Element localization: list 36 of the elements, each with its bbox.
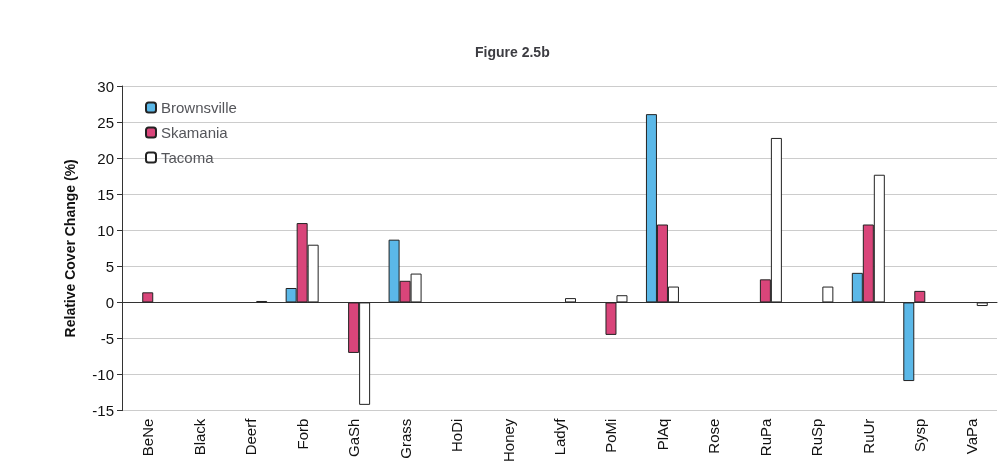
y-tick-label: -15 [92, 402, 114, 420]
x-tick-label: RuSp [808, 418, 826, 457]
bar [976, 302, 988, 307]
x-tick-label: PlAq [653, 418, 671, 451]
bar [142, 292, 154, 303]
y-tick-label: 10 [97, 221, 114, 239]
bar [822, 286, 834, 303]
y-tick-label: 25 [97, 113, 114, 131]
x-tick-label: Rose [705, 418, 723, 454]
y-tick-label: 15 [97, 185, 114, 203]
x-tick-label: Forb [293, 418, 311, 450]
x-tick-label: HoDi [448, 418, 466, 452]
y-tick-label: 20 [97, 149, 114, 167]
x-tick-label: RuPa [756, 417, 774, 457]
x-tick-label: Sysp [911, 418, 929, 452]
y-tick-label: -10 [92, 366, 114, 384]
x-tick-label: RuUr [859, 418, 877, 454]
x-tick-label: BeNe [139, 418, 157, 457]
y-tick-label: 5 [105, 257, 114, 275]
x-tick-label: PoMi [602, 418, 620, 453]
x-tick-label: Grass [396, 418, 414, 459]
y-tick-label: 0 [105, 293, 114, 311]
x-tick-label: VaPa [962, 418, 980, 455]
legend-label: Brownsville [161, 99, 237, 116]
legend-label: Skamania [161, 124, 229, 141]
x-tick-label: Black [190, 418, 208, 456]
chart-title: Figure 2.5b [475, 44, 550, 60]
x-tick-label: Ladyf [551, 417, 568, 456]
y-tick-label: -5 [100, 330, 114, 347]
y-axis-title: Relative Cover Change (%) [62, 159, 78, 338]
x-tick-label: Deerf [242, 417, 260, 456]
x-tick-label: Honey [499, 418, 517, 462]
legend-label: Tacoma [161, 149, 215, 166]
bar [565, 298, 576, 303]
x-tick-label: GaSh [345, 418, 363, 457]
y-tick-label: 30 [97, 77, 114, 95]
